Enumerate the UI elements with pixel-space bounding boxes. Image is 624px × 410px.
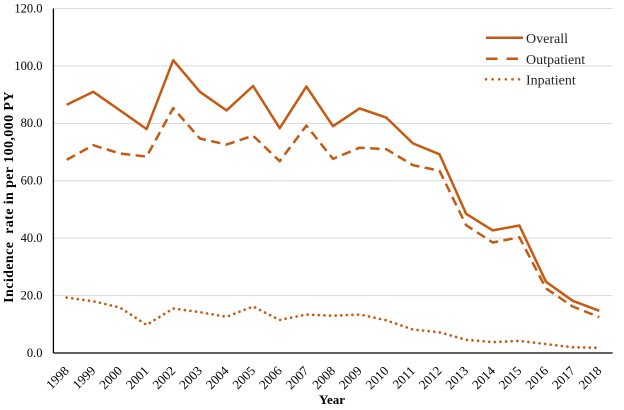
svg-text:2001: 2001 — [123, 363, 152, 392]
svg-text:100.0: 100.0 — [14, 59, 42, 73]
svg-text:2016: 2016 — [522, 363, 551, 392]
svg-text:Incidence rate in per 100,000: Incidence rate in per 100,000 PY — [2, 91, 17, 303]
svg-text:Overall: Overall — [526, 32, 568, 47]
svg-text:1999: 1999 — [69, 363, 98, 392]
svg-text:2008: 2008 — [309, 363, 338, 392]
svg-text:2010: 2010 — [362, 363, 391, 392]
svg-text:Year: Year — [319, 392, 345, 407]
svg-text:120.0: 120.0 — [14, 1, 42, 15]
svg-text:40.0: 40.0 — [21, 231, 43, 245]
svg-text:2006: 2006 — [256, 363, 285, 392]
svg-text:2018: 2018 — [575, 363, 604, 392]
svg-text:2005: 2005 — [229, 363, 258, 392]
svg-text:2009: 2009 — [336, 363, 365, 392]
svg-text:0.0: 0.0 — [27, 346, 43, 360]
svg-text:2015: 2015 — [496, 363, 525, 392]
svg-text:1998: 1998 — [43, 363, 72, 392]
svg-text:2012: 2012 — [416, 363, 445, 392]
svg-text:2003: 2003 — [176, 363, 205, 392]
svg-text:2007: 2007 — [283, 363, 312, 392]
svg-text:60.0: 60.0 — [21, 174, 43, 188]
svg-text:2013: 2013 — [442, 363, 471, 392]
svg-text:2014: 2014 — [469, 363, 498, 392]
svg-text:2002: 2002 — [149, 363, 178, 392]
svg-text:2017: 2017 — [549, 363, 578, 392]
svg-text:80.0: 80.0 — [21, 116, 43, 130]
svg-text:2011: 2011 — [389, 363, 418, 392]
svg-text:20.0: 20.0 — [21, 288, 43, 302]
svg-text:2000: 2000 — [96, 363, 125, 392]
svg-text:2004: 2004 — [203, 363, 232, 392]
svg-text:Outpatient: Outpatient — [526, 53, 585, 68]
svg-text:Inpatient: Inpatient — [526, 73, 576, 88]
